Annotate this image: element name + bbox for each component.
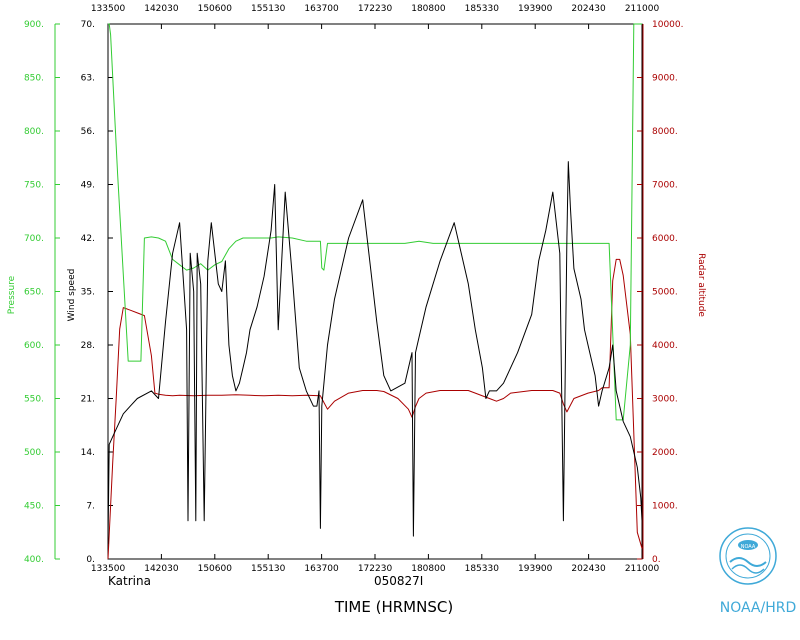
noaa-logo-text: NOAA: [741, 544, 756, 550]
x-tick-label-top: 172230: [358, 4, 393, 14]
pressure-axis-tick-label: 400.: [24, 555, 44, 565]
wind-axis-tick-label: 42.: [81, 234, 95, 244]
footer-storm-name: Katrina: [108, 574, 151, 588]
x-tick-label-top: 155130: [251, 4, 286, 14]
pressure-axis-tick-label: 800.: [24, 127, 44, 137]
x-tick-label-top: 211000: [625, 4, 660, 14]
altitude-axis-tick-label: 1000.: [652, 502, 678, 512]
wind-axis-tick-label: 35.: [81, 288, 95, 298]
axes-layer: 133500 133500 142030 142030 150600 150600 1551…: [24, 4, 684, 574]
wind-axis-tick-label: 14.: [81, 448, 95, 458]
pressure-axis-tick-label: 450.: [24, 502, 44, 512]
pressure-axis-tick-label: 600.: [24, 341, 44, 351]
altitude-axis-tick-label: 8000.: [652, 127, 678, 137]
altitude-axis-tick-label: 7000.: [652, 181, 678, 191]
y-left-title: Wind speed: [67, 269, 77, 322]
pressure-axis-tick-label: 500.: [24, 448, 44, 458]
x-axis-title: TIME (HRMNSC): [334, 598, 453, 616]
x-tick-label-bottom: 142030: [144, 564, 179, 574]
x-tick-label-bottom: 155130: [251, 564, 286, 574]
wind-axis-tick-label: 63.: [81, 74, 95, 84]
pressure-axis-tick-label: 700.: [24, 234, 44, 244]
wind-axis-tick-label: 21.: [81, 395, 95, 405]
series-line-wind: [107, 161, 643, 544]
footer-flight-id: 050827I: [374, 574, 423, 588]
wind-axis-tick-label: 56.: [81, 127, 95, 137]
series-line-pressure: [108, 23, 642, 421]
wind-axis-tick-label: 49.: [81, 181, 95, 191]
pressure-axis-tick-label: 650.: [24, 288, 44, 298]
series-layer: [107, 23, 643, 560]
wind-axis-tick-label: 0.: [86, 555, 95, 565]
y-right-title: Radar altitude: [696, 253, 706, 317]
x-tick-label-bottom: 163700: [304, 564, 339, 574]
noaa-logo: NOAA: [719, 527, 777, 585]
wind-axis-tick-label: 7.: [86, 502, 95, 512]
altitude-axis-tick-label: 3000.: [652, 395, 678, 405]
x-tick-label-top: 163700: [304, 4, 339, 14]
altitude-axis-tick-label: 0.: [652, 555, 661, 565]
x-tick-label-top: 185330: [465, 4, 500, 14]
altitude-axis-tick-label: 4000.: [652, 341, 678, 351]
series-line-altitude: [107, 258, 643, 560]
x-tick-label-bottom: 211000: [625, 564, 660, 574]
org-label: NOAA/HRD: [720, 600, 797, 616]
x-tick-label-bottom: 202430: [571, 564, 606, 574]
pressure-axis-tick-label: 850.: [24, 74, 44, 84]
x-tick-label-top: 193900: [518, 4, 553, 14]
x-tick-label-top: 150600: [198, 4, 233, 14]
altitude-axis-tick-label: 2000.: [652, 448, 678, 458]
x-tick-label-top: 133500: [91, 4, 126, 14]
pressure-axis-tick-label: 750.: [24, 181, 44, 191]
x-tick-label-top: 202430: [571, 4, 606, 14]
x-tick-label-bottom: 172230: [358, 564, 393, 574]
x-tick-label-bottom: 133500: [91, 564, 126, 574]
wind-axis-tick-label: 28.: [81, 341, 95, 351]
x-tick-label-bottom: 185330: [465, 564, 500, 574]
pressure-axis-tick-label: 550.: [24, 395, 44, 405]
wind-axis-tick-label: 70.: [81, 20, 95, 30]
y-left-outer-title: Pressure: [7, 275, 17, 314]
pressure-axis-tick-label: 900.: [24, 20, 44, 30]
altitude-axis-tick-label: 5000.: [652, 288, 678, 298]
altitude-axis-tick-label: 9000.: [652, 74, 678, 84]
x-tick-label-bottom: 193900: [518, 564, 553, 574]
x-tick-label-top: 180800: [411, 4, 446, 14]
altitude-axis-tick-label: 10000.: [652, 20, 684, 30]
x-tick-label-top: 142030: [144, 4, 179, 14]
altitude-axis-tick-label: 6000.: [652, 234, 678, 244]
x-tick-label-bottom: 150600: [198, 564, 233, 574]
x-tick-label-bottom: 180800: [411, 564, 446, 574]
